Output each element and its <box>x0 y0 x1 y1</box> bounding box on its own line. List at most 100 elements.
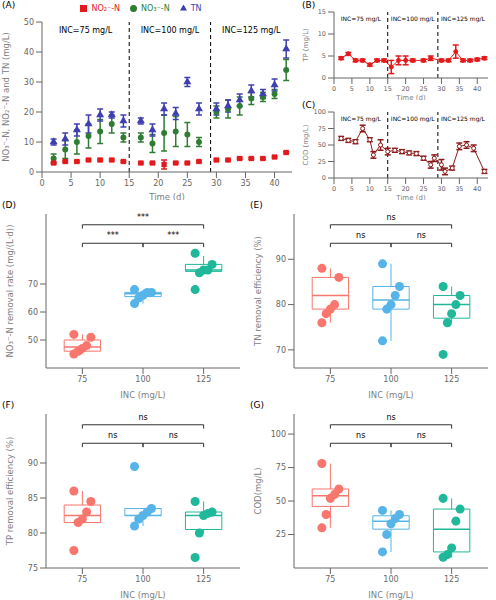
svg-text:75: 75 <box>28 564 38 573</box>
svg-text:75: 75 <box>77 575 87 584</box>
svg-text:NO₃⁻-N, NO₂⁻-N and TN (mg/L): NO₃⁻-N, NO₂⁻-N and TN (mg/L) <box>8 32 11 162</box>
svg-text:40: 40 <box>269 179 279 188</box>
svg-text:75: 75 <box>318 125 326 133</box>
svg-text:15: 15 <box>384 185 392 193</box>
svg-text:10: 10 <box>95 179 105 188</box>
svg-text:40: 40 <box>473 85 481 93</box>
svg-text:15: 15 <box>384 85 392 93</box>
svg-text:85: 85 <box>28 494 38 503</box>
svg-text:INC (mg/L): INC (mg/L) <box>120 590 165 600</box>
svg-text:INC=125 mg/L: INC=125 mg/L <box>222 26 281 35</box>
svg-text:5: 5 <box>69 179 74 188</box>
svg-text:TP removal efficiency (%): TP removal efficiency (%) <box>8 437 15 547</box>
svg-text:35: 35 <box>455 185 463 193</box>
svg-text:40: 40 <box>24 48 34 57</box>
svg-text:50: 50 <box>28 336 38 345</box>
svg-text:0: 0 <box>322 74 326 82</box>
svg-text:***: *** <box>107 231 119 240</box>
svg-text:INC=125 mg/L: INC=125 mg/L <box>441 115 486 123</box>
svg-text:125: 125 <box>196 575 211 584</box>
svg-text:10: 10 <box>366 85 374 93</box>
svg-text:0: 0 <box>332 185 336 193</box>
svg-text:ns: ns <box>386 213 395 222</box>
svg-text:100: 100 <box>383 375 398 384</box>
svg-text:125: 125 <box>196 375 211 384</box>
svg-text:25: 25 <box>419 185 427 193</box>
svg-text:50: 50 <box>276 497 286 506</box>
svg-text:10: 10 <box>24 138 34 147</box>
svg-text:ns: ns <box>138 413 147 422</box>
svg-text:COD (mg/L): COD (mg/L) <box>302 124 310 165</box>
svg-text:10: 10 <box>318 30 326 38</box>
svg-text:25: 25 <box>276 530 286 539</box>
svg-text:Time (d): Time (d) <box>148 192 185 200</box>
svg-text:0: 0 <box>29 168 34 177</box>
svg-text:ns: ns <box>386 413 395 422</box>
svg-text:30: 30 <box>437 85 445 93</box>
svg-text:TP (mg/L): TP (mg/L) <box>302 28 310 63</box>
svg-text:35: 35 <box>240 179 250 188</box>
svg-text:125: 125 <box>444 575 459 584</box>
svg-text:50: 50 <box>24 18 34 27</box>
svg-text:100: 100 <box>314 108 326 116</box>
svg-text:INC=100 mg/L: INC=100 mg/L <box>141 26 200 35</box>
svg-text:INC=100 mg/L: INC=100 mg/L <box>391 15 436 23</box>
svg-text:75: 75 <box>325 575 335 584</box>
svg-text:INC=75 mg/L: INC=75 mg/L <box>341 115 382 123</box>
svg-text:ns: ns <box>169 431 178 440</box>
svg-text:NO₃⁻-N removal rate (mg/(L·d)): NO₃⁻-N removal rate (mg/(L·d)) <box>8 225 15 358</box>
svg-text:20: 20 <box>153 179 163 188</box>
svg-text:100: 100 <box>383 575 398 584</box>
svg-text:60: 60 <box>28 308 38 317</box>
svg-text:ns: ns <box>356 231 365 240</box>
svg-text:20: 20 <box>401 185 409 193</box>
svg-text:0: 0 <box>332 85 336 93</box>
svg-text:INC=75 mg/L: INC=75 mg/L <box>59 26 113 35</box>
svg-text:5: 5 <box>322 52 326 60</box>
svg-text:INC (mg/L): INC (mg/L) <box>120 390 165 400</box>
svg-text:40: 40 <box>473 185 481 193</box>
svg-text:25: 25 <box>182 179 192 188</box>
svg-text:20: 20 <box>24 108 34 117</box>
svg-text:30: 30 <box>24 78 34 87</box>
svg-text:Time (d): Time (d) <box>395 194 426 200</box>
svg-text:Time (d): Time (d) <box>395 94 426 100</box>
svg-text:25: 25 <box>419 85 427 93</box>
svg-text:10: 10 <box>366 185 374 193</box>
svg-text:30: 30 <box>437 185 445 193</box>
svg-text:90: 90 <box>276 255 286 264</box>
svg-text:50: 50 <box>318 141 326 149</box>
svg-text:INC (mg/L): INC (mg/L) <box>368 390 413 400</box>
svg-text:100: 100 <box>135 575 150 584</box>
svg-text:INC (mg/L): INC (mg/L) <box>368 590 413 600</box>
svg-text:75: 75 <box>276 463 286 472</box>
svg-text:20: 20 <box>401 85 409 93</box>
svg-text:ns: ns <box>417 231 426 240</box>
svg-text:70: 70 <box>276 346 286 355</box>
svg-text:INC=100 mg/L: INC=100 mg/L <box>391 115 436 123</box>
svg-text:35: 35 <box>455 85 463 93</box>
svg-text:ns: ns <box>417 431 426 440</box>
svg-text:75: 75 <box>77 375 87 384</box>
svg-text:100: 100 <box>271 430 286 439</box>
svg-text:70: 70 <box>28 280 38 289</box>
svg-text:15: 15 <box>318 8 326 16</box>
svg-text:80: 80 <box>28 529 38 538</box>
svg-text:INC=75 mg/L: INC=75 mg/L <box>341 15 382 23</box>
svg-text:TN removal efficiency (%): TN removal efficiency (%) <box>253 236 263 347</box>
svg-text:75: 75 <box>325 375 335 384</box>
svg-text:100: 100 <box>135 375 150 384</box>
svg-text:125: 125 <box>444 375 459 384</box>
svg-text:ns: ns <box>108 431 117 440</box>
svg-text:30: 30 <box>211 179 221 188</box>
svg-text:0: 0 <box>39 179 44 188</box>
svg-text:80: 80 <box>276 300 286 309</box>
svg-text:25: 25 <box>318 158 326 166</box>
svg-text:***: *** <box>137 213 149 222</box>
svg-text:15: 15 <box>124 179 134 188</box>
svg-text:INC=125 mg/L: INC=125 mg/L <box>441 15 486 23</box>
svg-text:5: 5 <box>350 85 354 93</box>
svg-text:ns: ns <box>356 431 365 440</box>
svg-text:5: 5 <box>350 185 354 193</box>
svg-text:90: 90 <box>28 459 38 468</box>
